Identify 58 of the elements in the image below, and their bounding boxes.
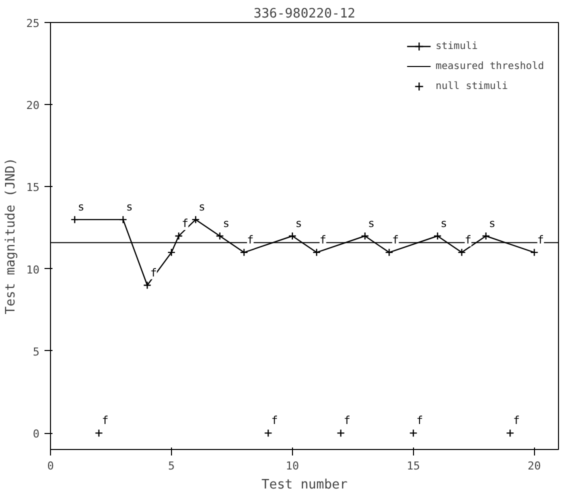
y-tick-label: 15 [26, 181, 40, 194]
point [167, 248, 176, 257]
annotation: f [513, 414, 520, 428]
point [264, 428, 272, 438]
x-tick-label: 10 [286, 460, 300, 472]
y-axis-title: Test magnitude (JND) [3, 158, 18, 314]
annotation: s [295, 217, 302, 230]
point [312, 248, 321, 257]
annotation: f [102, 414, 109, 428]
chart-title: 336-980220-12 [254, 6, 356, 22]
annotation: f [416, 414, 423, 428]
point [216, 232, 224, 240]
annotation: f [271, 414, 278, 428]
annotation: s [488, 217, 496, 230]
annotation: f [247, 233, 254, 246]
annotation: s [78, 200, 84, 214]
x-tick-label: 5 [168, 460, 175, 472]
point [336, 428, 345, 438]
y-tick-label: 25 [26, 17, 40, 30]
point [143, 281, 152, 290]
annotation: s [126, 200, 133, 214]
annotation: f [392, 233, 399, 246]
annotation: s [222, 217, 230, 230]
point [70, 215, 79, 224]
y-tick-label: 0 [32, 428, 40, 441]
annotation: f [344, 414, 350, 428]
y-tick-label: 10 [26, 263, 40, 276]
point [94, 428, 103, 438]
annotation: f [537, 233, 544, 246]
point [192, 215, 200, 224]
annotation: f [150, 266, 157, 280]
annotation: f [464, 233, 472, 246]
x-tick-label: 0 [47, 460, 54, 472]
annotation: f [320, 233, 326, 246]
x-tick-label: 20 [528, 460, 541, 472]
point [433, 232, 442, 240]
point [240, 248, 248, 257]
point [360, 232, 370, 240]
point [118, 215, 128, 224]
annotation: s [368, 217, 375, 230]
point [174, 232, 183, 240]
y-tick-label: 20 [26, 99, 40, 112]
y-tick-label: 5 [32, 345, 40, 358]
annotation: f [182, 217, 188, 230]
annotation: s [198, 200, 206, 214]
point [458, 248, 466, 257]
legend-label: measured threshold [436, 60, 544, 72]
point [482, 232, 490, 240]
legend-label: stimuli [436, 40, 478, 52]
x-axis-title: Test number [261, 478, 348, 492]
legend-label: null stimuli [436, 80, 508, 92]
point [409, 428, 418, 438]
point [385, 248, 394, 257]
point [530, 248, 538, 257]
x-tick-label: 15 [406, 460, 420, 472]
point [506, 428, 514, 438]
point [288, 232, 297, 240]
annotation: s [440, 217, 448, 230]
